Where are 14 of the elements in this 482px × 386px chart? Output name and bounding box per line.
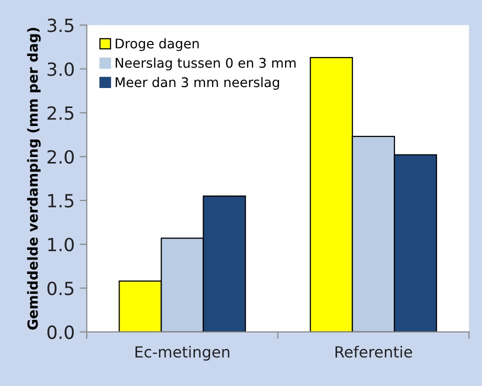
- y-tick-label: 3.5: [48, 18, 74, 32]
- y-tick-label: 3.0: [48, 62, 74, 76]
- legend-label: Droge dagen: [116, 38, 199, 52]
- y-tick-label: 1.0: [48, 238, 74, 252]
- y-tick-label: 1.5: [48, 194, 74, 208]
- y-axis-title: Gemiddelde verdamping (mm per dag): [27, 28, 41, 330]
- y-tick-label: 2.0: [48, 150, 74, 164]
- x-tick-label: Referentie: [336, 346, 412, 358]
- y-tick-label: 0.0: [47, 325, 74, 340]
- y-tick-label: 2.5: [48, 106, 74, 120]
- legend-label: Meer dan 3 mm neerslag: [116, 77, 280, 90]
- legend-label: Neerslag tussen 0 en 3 mm: [116, 58, 296, 70]
- x-tick-label: Ec-metingen: [136, 346, 230, 361]
- y-tick-label: 0.5: [47, 282, 74, 296]
